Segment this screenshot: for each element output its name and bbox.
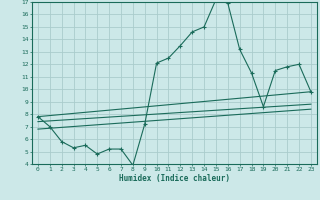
X-axis label: Humidex (Indice chaleur): Humidex (Indice chaleur): [119, 174, 230, 183]
